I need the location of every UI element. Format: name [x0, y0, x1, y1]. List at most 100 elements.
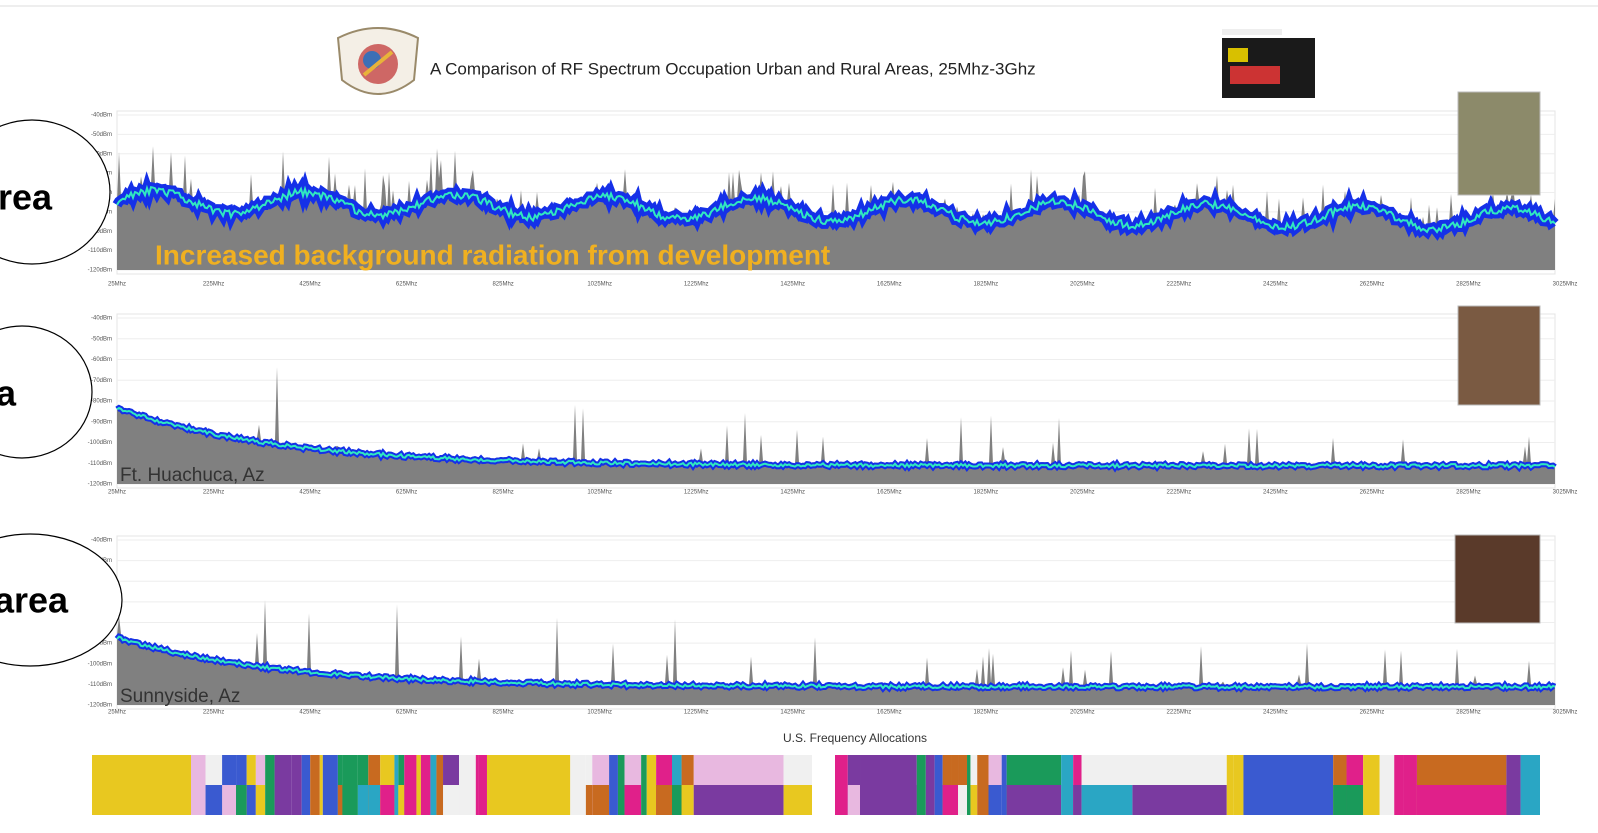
allocation-band	[1363, 755, 1380, 815]
allocation-subband	[970, 785, 977, 815]
allocation-band	[835, 755, 848, 815]
x-tick-label: 2025Mhz	[1070, 710, 1095, 716]
x-tick-label: 1025Mhz	[587, 490, 612, 496]
allocation-subband	[943, 785, 952, 815]
allocation-band	[302, 755, 311, 815]
allocation-band	[320, 755, 323, 815]
allocation-subband	[358, 785, 368, 815]
x-tick-label: 625Mhz	[396, 490, 417, 496]
x-tick-label: 1225Mhz	[684, 710, 709, 716]
allocation-subband	[443, 785, 459, 815]
y-tick-label: -40dBm	[91, 316, 112, 322]
allocation-band	[1002, 755, 1007, 815]
x-tick-label: 1825Mhz	[973, 282, 998, 288]
x-tick-label: 2425Mhz	[1263, 282, 1288, 288]
allocation-band	[291, 755, 301, 815]
allocation-subband	[1417, 785, 1506, 815]
allocation-band	[926, 755, 935, 815]
allocation-subband	[592, 785, 609, 815]
allocation-subband	[398, 785, 404, 815]
x-tick-label: 3025Mhz	[1553, 710, 1578, 716]
x-tick-label: 3025Mhz	[1553, 490, 1578, 496]
x-tick-label: 225Mhz	[203, 710, 224, 716]
allocation-subband	[848, 785, 860, 815]
allocation-band	[323, 755, 338, 815]
allocation-subband	[672, 785, 682, 815]
y-tick-label: -40dBm	[91, 538, 112, 544]
allocation-subband	[1132, 785, 1226, 815]
allocation-band	[641, 755, 647, 815]
allocation-band	[404, 755, 416, 815]
allocation-band	[416, 755, 420, 815]
x-tick-label: 1425Mhz	[780, 710, 805, 716]
x-tick-label: 1025Mhz	[587, 282, 612, 288]
allocation-subband	[1347, 785, 1364, 815]
allocation-subband	[1007, 785, 1061, 815]
allocation-subband	[222, 785, 236, 815]
allocation-band	[459, 755, 476, 815]
x-tick-label: 25Mhz	[108, 710, 126, 716]
y-tick-label: -110dBm	[88, 461, 112, 467]
x-tick-label: 425Mhz	[299, 490, 320, 496]
allocation-band	[1521, 755, 1540, 815]
allocation-subband	[256, 785, 265, 815]
allocation-band	[92, 755, 191, 815]
allocation-band	[479, 755, 487, 815]
allocation-band	[487, 755, 570, 815]
x-tick-label: 825Mhz	[492, 490, 513, 496]
x-tick-label: 1225Mhz	[684, 282, 709, 288]
x-tick-label: 2825Mhz	[1456, 282, 1481, 288]
x-tick-label: 825Mhz	[492, 282, 513, 288]
allocation-subband	[967, 785, 970, 815]
allocation-band	[436, 755, 443, 815]
allocation-band	[476, 755, 479, 815]
y-tick-label: -110dBm	[88, 248, 112, 254]
allocation-subband	[989, 785, 1002, 815]
x-tick-label: 2025Mhz	[1070, 282, 1095, 288]
x-tick-label: 2425Mhz	[1263, 490, 1288, 496]
allocation-band	[1394, 755, 1403, 815]
x-tick-label: 425Mhz	[299, 710, 320, 716]
allocation-subband	[368, 785, 380, 815]
allocation-subband	[625, 785, 642, 815]
x-tick-label: 2225Mhz	[1167, 282, 1192, 288]
y-tick-label: -110dBm	[88, 682, 112, 688]
annotation: Increased background radiation from deve…	[155, 239, 830, 270]
allocation-band	[191, 755, 206, 815]
x-tick-label: 425Mhz	[299, 282, 320, 288]
allocation-band	[935, 755, 943, 815]
x-tick-label: 1825Mhz	[973, 490, 998, 496]
location-label: Ft. Huachuca, Az	[120, 465, 265, 486]
allocation-subband	[1082, 785, 1133, 815]
allocation-band	[570, 755, 586, 815]
x-tick-label: 1025Mhz	[587, 710, 612, 716]
allocation-title: U.S. Frequency Allocations	[783, 731, 927, 745]
allocation-band	[342, 755, 357, 815]
allocation-band	[1403, 755, 1416, 815]
allocation-subband	[682, 785, 694, 815]
allocation-subband	[247, 785, 256, 815]
x-tick-label: 2625Mhz	[1360, 490, 1385, 496]
allocation-band	[1243, 755, 1333, 815]
allocation-band	[310, 755, 320, 815]
x-tick-label: 825Mhz	[492, 710, 513, 716]
x-tick-label: 2425Mhz	[1263, 710, 1288, 716]
allocation-subband	[656, 785, 672, 815]
allocation-band	[618, 755, 625, 815]
page: {"header": {"title": "A Comparison of RF…	[0, 0, 1598, 833]
y-tick-label: -120dBm	[88, 482, 112, 488]
allocation-band	[1506, 755, 1520, 815]
allocation-band	[1234, 755, 1244, 815]
allocation-band	[430, 755, 436, 815]
spectrum-panel: -40dBm-50dBm-60dBm-70dBm-80dBm-90dBm-100…	[0, 534, 1577, 716]
allocation-band	[275, 755, 292, 815]
x-tick-label: 225Mhz	[203, 490, 224, 496]
x-tick-label: 1225Mhz	[684, 490, 709, 496]
slide: A Comparison of RF Spectrum Occupation U…	[0, 0, 1598, 833]
allocation-subband	[338, 785, 343, 815]
allocation-subband	[1333, 785, 1346, 815]
x-tick-label: 625Mhz	[396, 710, 417, 716]
allocation-band	[394, 755, 398, 815]
x-tick-label: 3025Mhz	[1553, 282, 1578, 288]
allocation-subband	[958, 785, 967, 815]
